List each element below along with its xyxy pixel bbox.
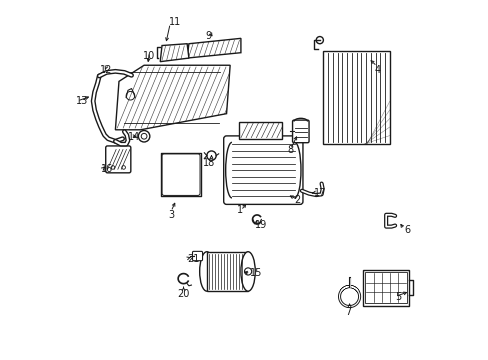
Polygon shape: [187, 39, 241, 58]
Text: 7: 7: [345, 307, 351, 317]
Text: 9: 9: [205, 31, 211, 41]
Text: 8: 8: [287, 144, 293, 154]
Text: 19: 19: [254, 220, 266, 230]
Text: 18: 18: [202, 158, 214, 168]
Bar: [323, 51, 389, 144]
Text: 14: 14: [128, 132, 140, 142]
Ellipse shape: [241, 252, 255, 291]
Text: 16: 16: [101, 164, 113, 174]
Text: 21: 21: [187, 254, 199, 264]
Circle shape: [244, 268, 251, 275]
Text: 10: 10: [143, 51, 155, 61]
Text: 15: 15: [249, 268, 262, 278]
Text: 12: 12: [100, 65, 112, 75]
Bar: [362, 270, 408, 306]
Bar: [206, 252, 247, 291]
Bar: [161, 153, 201, 196]
Text: 11: 11: [169, 17, 181, 27]
Ellipse shape: [199, 252, 214, 291]
Polygon shape: [160, 44, 188, 62]
Text: 17: 17: [314, 188, 326, 198]
Polygon shape: [239, 122, 282, 139]
Text: 6: 6: [403, 225, 409, 235]
Circle shape: [138, 131, 149, 142]
FancyBboxPatch shape: [105, 146, 131, 173]
Text: 13: 13: [76, 96, 88, 106]
Polygon shape: [115, 65, 230, 130]
FancyBboxPatch shape: [292, 120, 308, 143]
Text: 2: 2: [294, 195, 300, 205]
Text: 4: 4: [373, 65, 380, 75]
Text: 3: 3: [167, 211, 174, 220]
FancyBboxPatch shape: [223, 136, 303, 204]
Circle shape: [206, 151, 216, 160]
Circle shape: [316, 37, 323, 44]
Bar: [364, 272, 407, 303]
FancyBboxPatch shape: [192, 251, 202, 261]
Text: 20: 20: [177, 289, 189, 300]
Circle shape: [126, 91, 135, 100]
Text: 5: 5: [394, 292, 401, 302]
Text: 1: 1: [236, 206, 242, 216]
